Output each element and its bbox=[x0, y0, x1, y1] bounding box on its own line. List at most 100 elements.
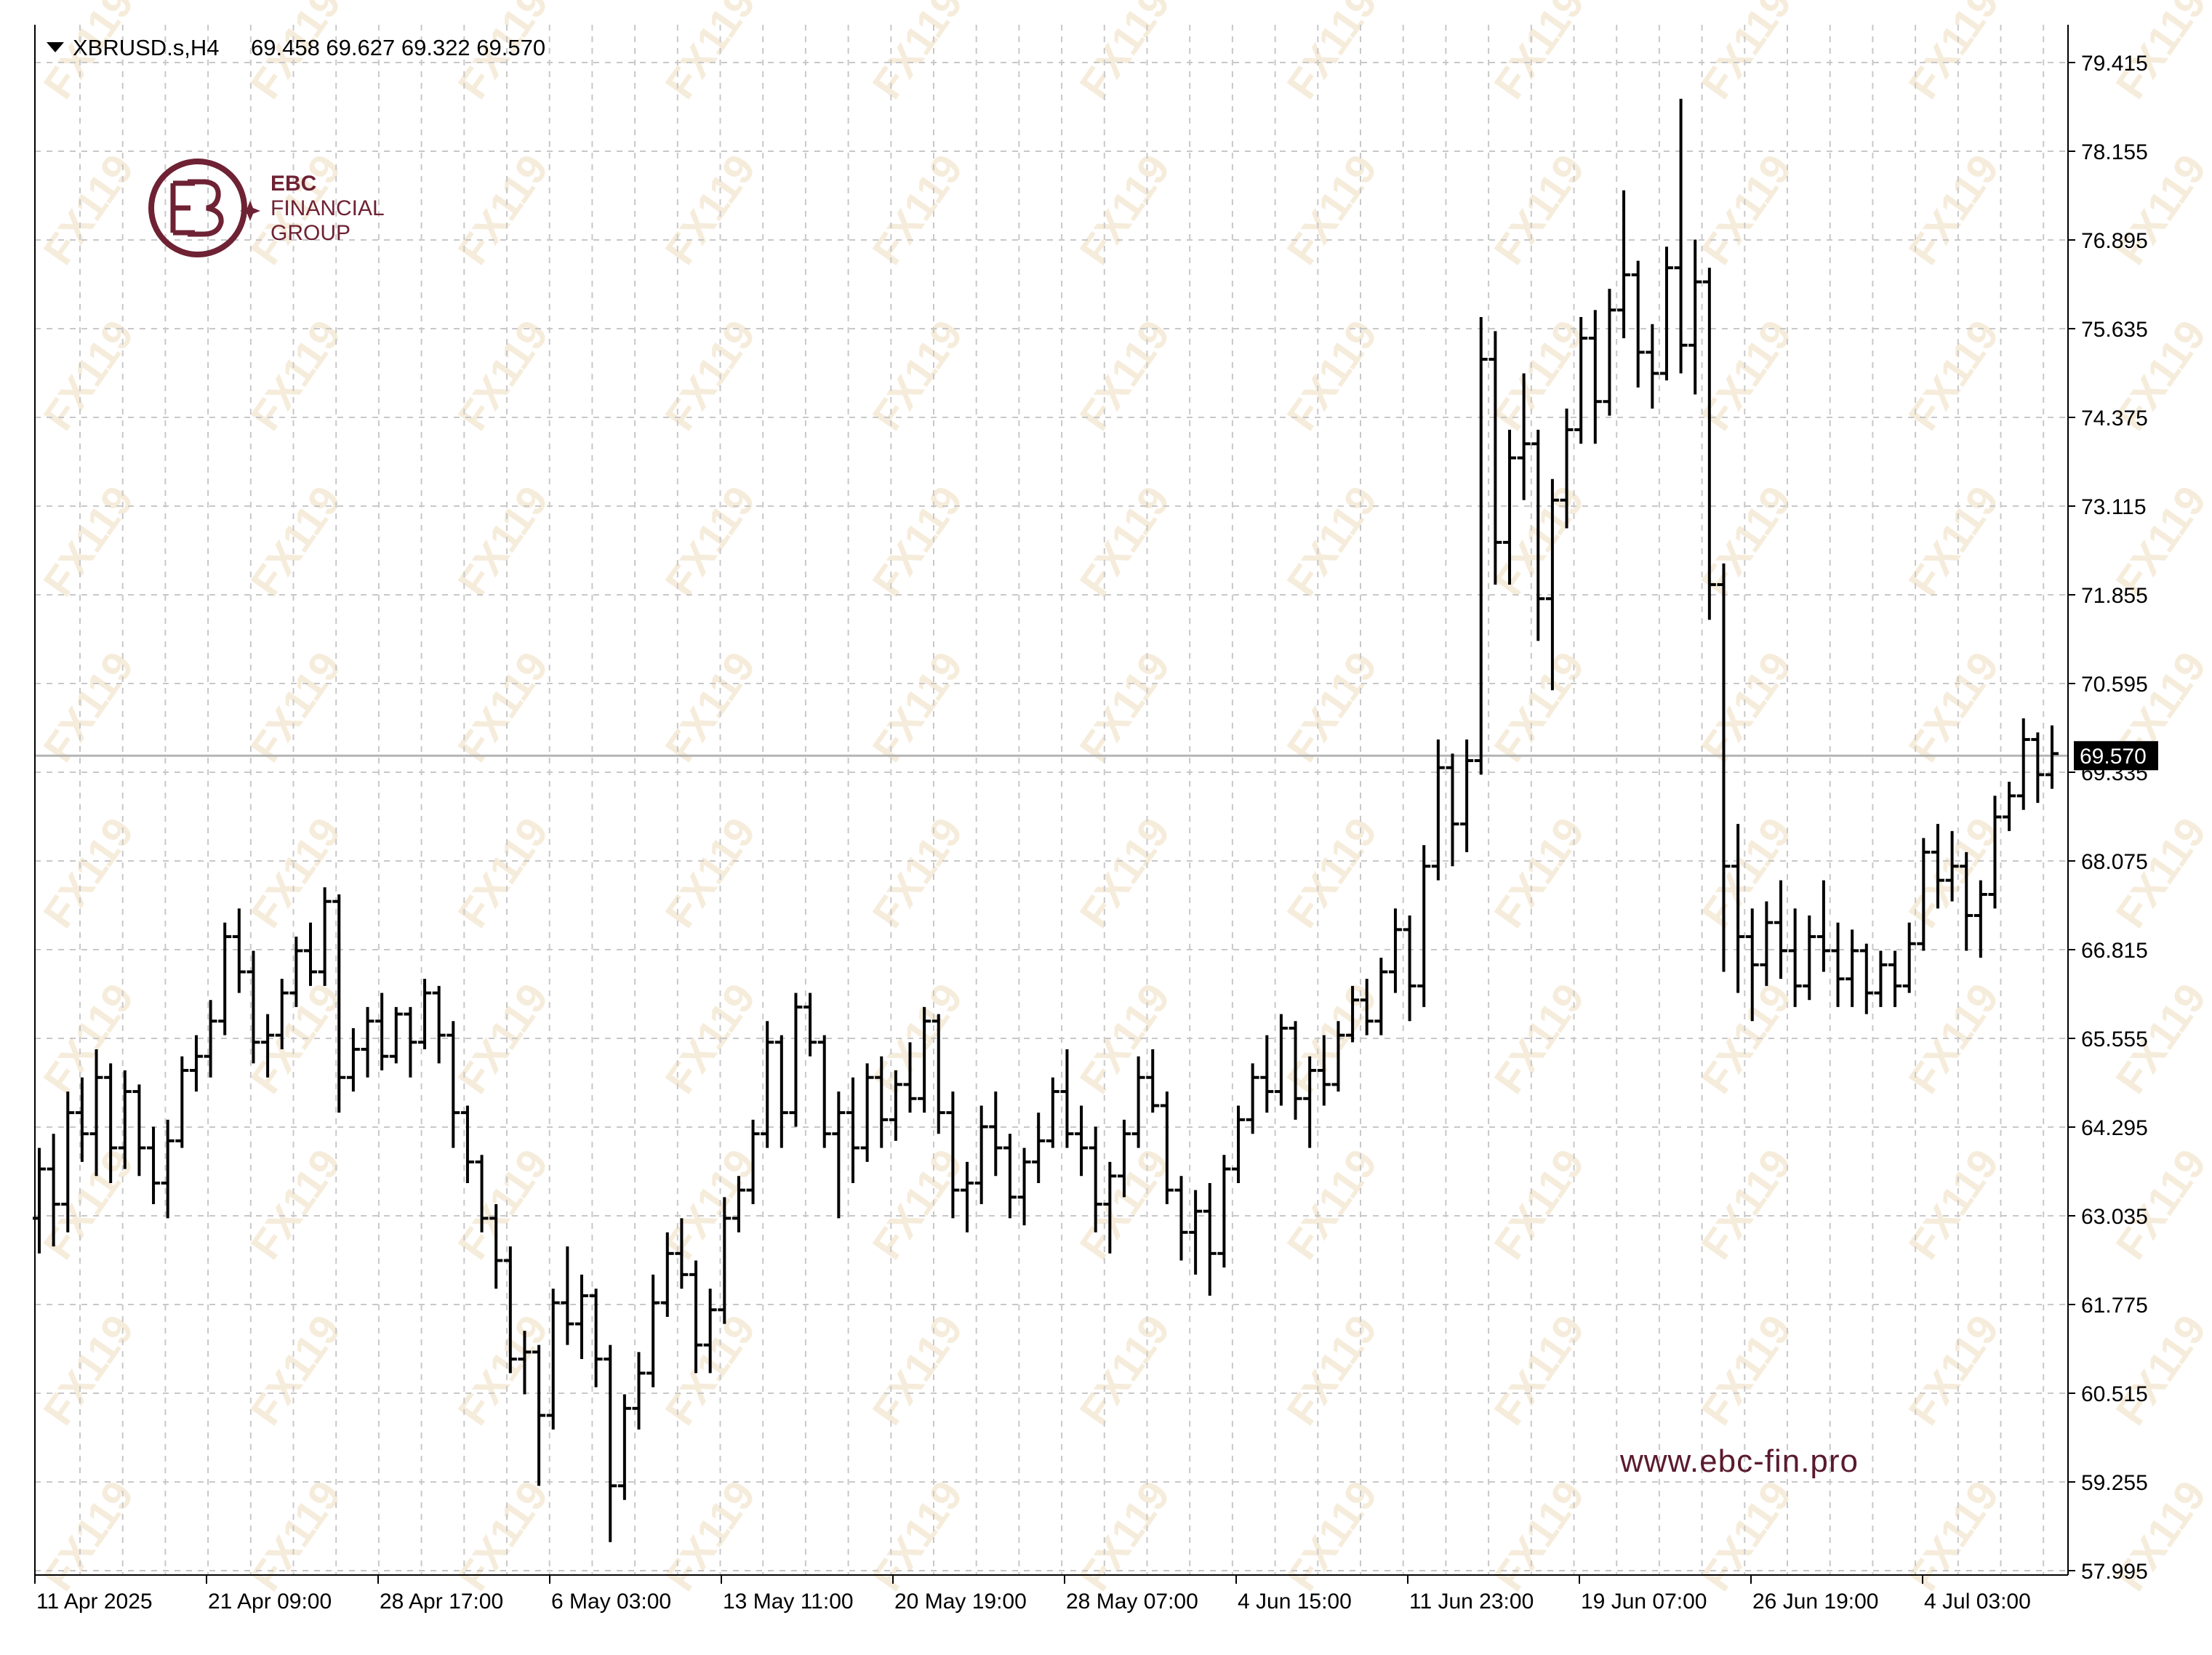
ohlc-bar bbox=[1003, 1134, 1017, 1219]
watermark-text: FX119 bbox=[449, 312, 557, 439]
x-axis: 11 Apr 2025 21 Apr 09:00 28 Apr 17:00 6 May… bbox=[34, 1575, 2031, 1614]
ohlc-bar bbox=[946, 1091, 960, 1219]
ohlc-bar bbox=[889, 1070, 902, 1141]
ohlc-bar bbox=[1146, 1049, 1160, 1113]
ohlc-bar bbox=[361, 1006, 374, 1078]
watermark-text: FX119 bbox=[1485, 312, 1593, 439]
ohlc-bar bbox=[1745, 908, 1759, 1022]
watermark-text: FX119 bbox=[1692, 0, 1800, 107]
ohlc-bar bbox=[804, 993, 817, 1057]
chart-frame bbox=[34, 25, 2069, 1576]
watermark-text: FX119 bbox=[656, 146, 764, 273]
ohlc-bar bbox=[1174, 1176, 1188, 1261]
ohlc-bar bbox=[2016, 718, 2030, 810]
logo-text-group: GROUP bbox=[271, 221, 350, 245]
watermark-text: FX119 bbox=[1485, 1141, 1593, 1268]
watermark-text: FX119 bbox=[241, 1141, 350, 1268]
ohlc-bar bbox=[1117, 1119, 1131, 1198]
ohlc-bar bbox=[875, 1056, 889, 1148]
ohlc-bar bbox=[218, 922, 232, 1035]
watermark-text: FX119 bbox=[34, 1472, 143, 1600]
watermark-text: FX119 bbox=[1070, 1472, 1179, 1600]
x-tick-label: 6 May 03:00 bbox=[551, 1590, 671, 1614]
ohlc-bar bbox=[1374, 958, 1388, 1035]
watermark-text: FX119 bbox=[1692, 1307, 1800, 1434]
watermark-text: FX119 bbox=[1278, 312, 1386, 439]
ohlc-bar bbox=[1303, 1056, 1317, 1148]
ohlc-bar bbox=[1517, 373, 1531, 500]
watermark-text: FX119 bbox=[241, 644, 350, 771]
current-price-value: 69.570 bbox=[2080, 745, 2147, 769]
watermark-text: FX119 bbox=[863, 312, 971, 439]
ohlc-bar bbox=[1060, 1049, 1074, 1148]
symbol-dropdown-triangle-icon[interactable] bbox=[47, 42, 64, 52]
ohlc-bar bbox=[746, 1119, 760, 1205]
ohlc-bar bbox=[189, 1035, 203, 1092]
y-tick-label: 75.635 bbox=[2081, 318, 2148, 342]
ohlc-bar bbox=[860, 1063, 874, 1162]
x-tick-label: 11 Apr 2025 bbox=[36, 1590, 153, 1614]
ohlc-bar bbox=[918, 1006, 931, 1113]
y-tick-label: 74.375 bbox=[2081, 406, 2148, 430]
ohlc-bar bbox=[518, 1331, 532, 1395]
x-tick-label: 4 Jul 03:00 bbox=[1924, 1590, 2031, 1614]
ohlc-bar bbox=[1945, 830, 1959, 902]
ohlc-bar bbox=[446, 1021, 460, 1148]
watermark-text: FX119 bbox=[656, 809, 764, 937]
ohlc-bar bbox=[2045, 725, 2059, 789]
ohlc-bar bbox=[732, 1176, 745, 1233]
ohlc-bar bbox=[1503, 429, 1517, 585]
ohlc-bar bbox=[761, 1021, 774, 1148]
ohlc-bar bbox=[1089, 1126, 1102, 1233]
watermark-text: FX119 bbox=[1485, 1307, 1593, 1434]
ohlc-bar bbox=[318, 887, 332, 986]
y-tick-label: 65.555 bbox=[2081, 1027, 2148, 1051]
watermark-text: FX119 bbox=[1485, 146, 1593, 273]
watermark-text: FX119 bbox=[863, 1307, 971, 1434]
watermark-text: FX119 bbox=[241, 809, 350, 937]
ohlc-bar bbox=[1788, 908, 1802, 1007]
ohlc-bar bbox=[1160, 1091, 1174, 1205]
ohlc-bar bbox=[1603, 289, 1616, 416]
ohlc-bar bbox=[1888, 950, 1902, 1007]
ohlc-bar bbox=[817, 1035, 831, 1148]
chart-header[interactable]: XBRUSD.s,H4 69.458 69.627 69.322 69.570 bbox=[47, 35, 545, 60]
ohlc-bar bbox=[1189, 1190, 1203, 1275]
ohlc-bar bbox=[275, 979, 289, 1050]
ohlc-bar bbox=[574, 1274, 588, 1360]
ohlc-bar bbox=[1446, 753, 1459, 867]
ohlc-bar bbox=[1474, 317, 1488, 775]
ohlc-bar bbox=[1874, 950, 1888, 1007]
ohlc-bar bbox=[1331, 1021, 1345, 1092]
ohlc-bar bbox=[646, 1274, 660, 1387]
ohlc-bar bbox=[147, 1126, 161, 1205]
watermark-text: FX119 bbox=[1070, 1307, 1179, 1434]
ohlc-bar bbox=[389, 1006, 403, 1064]
y-tick-label: 59.255 bbox=[2081, 1471, 2148, 1495]
ohlc-bar bbox=[1232, 1105, 1246, 1183]
x-tick-label: 4 Jun 15:00 bbox=[1238, 1590, 1352, 1614]
y-tick-label: 79.415 bbox=[2081, 52, 2148, 76]
ohlc-bar bbox=[1717, 563, 1731, 972]
ohlc-bar bbox=[1702, 268, 1716, 620]
watermark-text: FX119 bbox=[449, 1472, 557, 1600]
ohlc-bar bbox=[418, 979, 432, 1050]
ohlc-bar bbox=[175, 1056, 189, 1148]
ohlc-bar bbox=[1046, 1077, 1059, 1148]
ohlc-bar bbox=[1674, 98, 1688, 374]
ohlc-bar bbox=[961, 1161, 974, 1233]
logo-text-ebc: EBC bbox=[271, 172, 316, 196]
ohlc-bar bbox=[1731, 824, 1745, 993]
sparkle-icon bbox=[240, 201, 260, 221]
ohlc-bar bbox=[332, 894, 346, 1113]
ohlc-bar bbox=[47, 1134, 60, 1247]
ebc-monogram-icon bbox=[170, 179, 224, 237]
ohlc-bar bbox=[1203, 1182, 1217, 1296]
x-tick-label: 28 May 07:00 bbox=[1066, 1590, 1198, 1614]
ohlc-bar bbox=[33, 1147, 46, 1254]
ohlc-bar bbox=[1617, 190, 1631, 339]
y-tick-label: 76.895 bbox=[2081, 229, 2148, 253]
watermark-text: FX119 bbox=[1070, 478, 1179, 605]
website-url: www.ebc-fin.pro bbox=[1619, 1443, 1859, 1479]
ohlc-bar bbox=[1688, 239, 1702, 395]
